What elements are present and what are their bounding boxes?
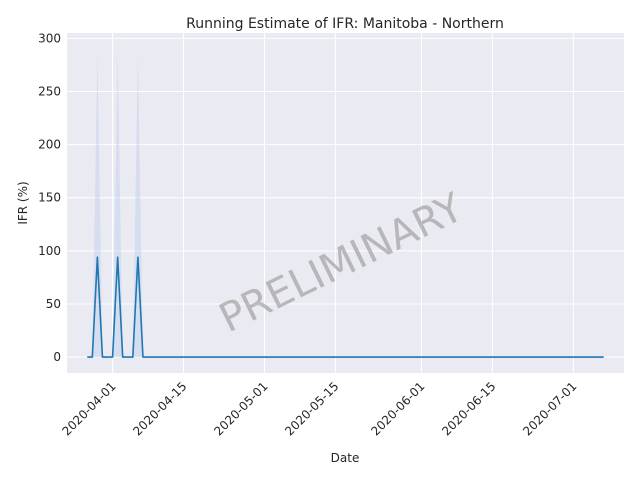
series-line [87, 256, 604, 358]
x-tick-label: 2020-04-01 [59, 379, 118, 438]
ifr-line [87, 256, 604, 358]
y-tick-label: 0 [53, 350, 61, 364]
x-tick-label: 2020-05-01 [211, 379, 270, 438]
confidence-band-area [87, 54, 604, 358]
x-tick-label: 2020-07-01 [520, 379, 579, 438]
plot-background [67, 33, 624, 373]
y-tick-label: 100 [38, 244, 61, 258]
x-tick-label: 2020-04-15 [130, 379, 189, 438]
y-axis-label: IFR (%) [16, 181, 30, 224]
grid-lines [67, 33, 624, 373]
y-tick-label: 50 [46, 297, 61, 311]
confidence-band [87, 54, 604, 358]
x-axis-label: Date [331, 451, 360, 465]
x-tick-label: 2020-06-15 [439, 379, 498, 438]
x-tick-label: 2020-05-15 [282, 379, 341, 438]
y-tick-labels: 0 50 100 150 200 250 300 [38, 31, 61, 364]
x-tick-label: 2020-06-01 [368, 379, 427, 438]
y-tick-label: 150 [38, 191, 61, 205]
y-tick-label: 200 [38, 138, 61, 152]
y-tick-label: 250 [38, 84, 61, 98]
x-tick-labels: 2020-04-01 2020-04-15 2020-05-01 2020-05-15… [59, 379, 579, 438]
y-tick-label: 300 [38, 31, 61, 45]
chart-title: Running Estimate of IFR: Manitoba - Nort… [186, 16, 504, 32]
